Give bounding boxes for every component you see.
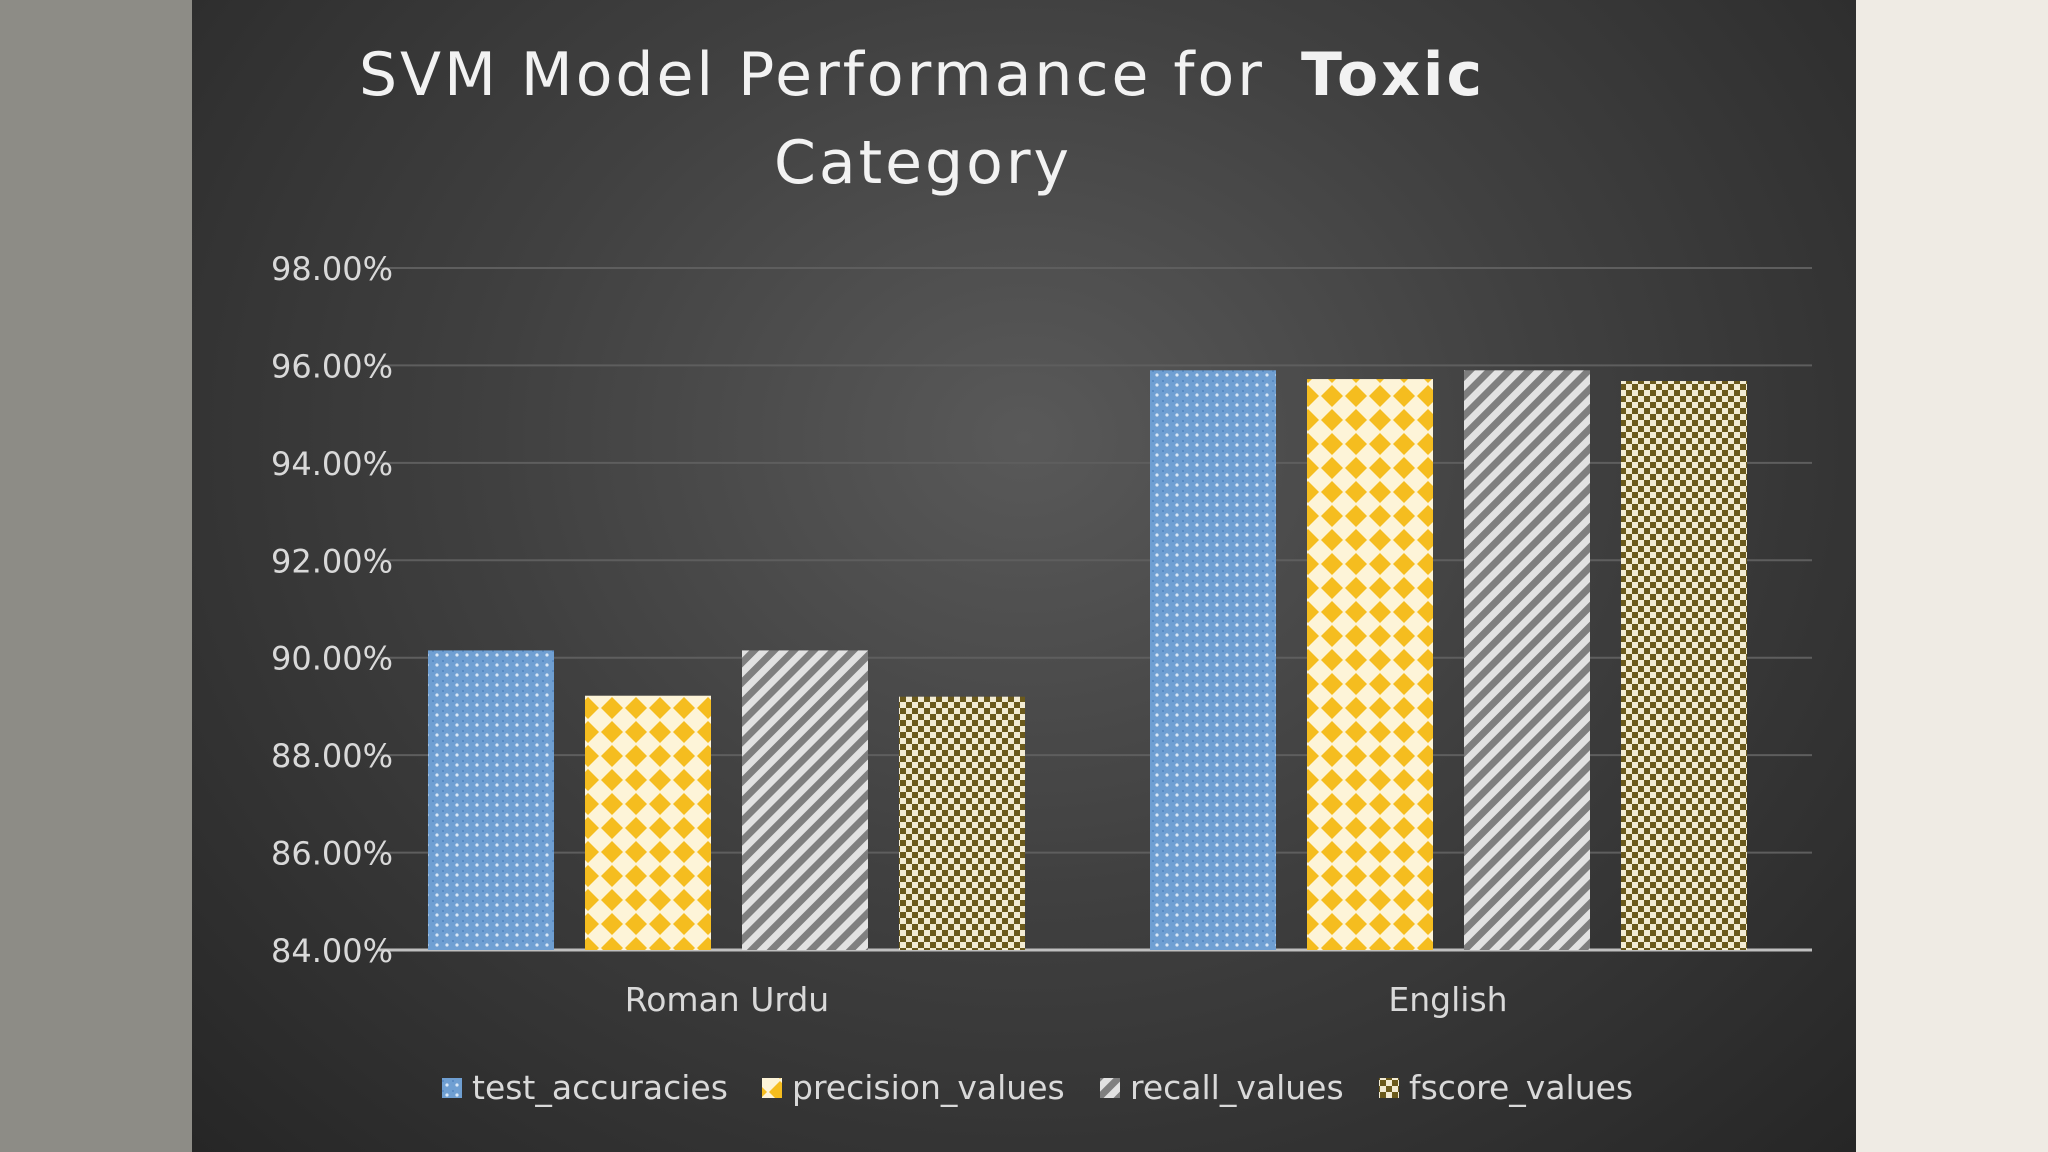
bars <box>428 370 1747 950</box>
y-tick-label: 94.00% <box>271 445 393 483</box>
legend-swatch <box>762 1078 782 1098</box>
x-category-label: Roman Urdu <box>625 980 829 1019</box>
legend-swatch <box>1379 1078 1399 1098</box>
chart-title-emphasis: Toxic <box>1301 40 1485 110</box>
legend-swatch <box>1100 1078 1120 1098</box>
chart-title: SVM Model Performance for Toxic <box>359 40 1485 110</box>
y-tick-label: 98.00% <box>271 250 393 288</box>
bar-precision-values-english <box>1307 379 1433 950</box>
bar-fscore-values-english <box>1621 381 1747 950</box>
legend: test_accuracies precision_values recall_va… <box>442 1068 1633 1107</box>
bar-fscore-values-roman-urdu <box>899 696 1025 950</box>
right-background-band <box>1856 0 2048 1152</box>
bar-test-accuracies-english <box>1150 370 1276 950</box>
bar-precision-values-roman-urdu <box>585 695 711 950</box>
chart-title-line2: Category <box>774 128 1072 198</box>
y-tick-label: 88.00% <box>271 737 393 775</box>
y-axis-tick-labels: 84.00% 86.00% 88.00% 90.00% 92.00% 94.00% 96.0… <box>271 250 393 970</box>
bar-chart: SVM Model Performance for Toxic Category… <box>271 40 1812 1107</box>
y-tick-label: 92.00% <box>271 542 393 580</box>
bar-recall-values-english <box>1464 370 1590 950</box>
x-category-label: English <box>1388 980 1507 1019</box>
y-tick-label: 96.00% <box>271 347 393 385</box>
legend-swatch <box>442 1078 462 1098</box>
y-tick-label: 86.00% <box>271 835 393 873</box>
legend-item-precision-values: precision_values <box>762 1068 1065 1107</box>
legend-label: precision_values <box>792 1068 1065 1107</box>
legend-label: recall_values <box>1130 1068 1344 1107</box>
legend-label: test_accuracies <box>472 1068 728 1107</box>
bar-recall-values-roman-urdu <box>742 650 868 950</box>
left-background-band <box>0 0 192 1152</box>
chart-title-main: SVM Model Performance for <box>359 40 1265 110</box>
legend-label: fscore_values <box>1409 1068 1633 1107</box>
legend-item-fscore-values: fscore_values <box>1379 1068 1633 1107</box>
y-tick-label: 90.00% <box>271 640 393 678</box>
legend-item-recall-values: recall_values <box>1100 1068 1344 1107</box>
bar-test-accuracies-roman-urdu <box>428 650 554 950</box>
chart-panel: SVM Model Performance for Toxic Category… <box>192 0 1856 1152</box>
y-tick-label: 84.00% <box>271 932 393 970</box>
x-axis-category-labels: Roman Urdu English <box>625 980 1508 1019</box>
legend-item-test-accuracies: test_accuracies <box>442 1068 728 1107</box>
